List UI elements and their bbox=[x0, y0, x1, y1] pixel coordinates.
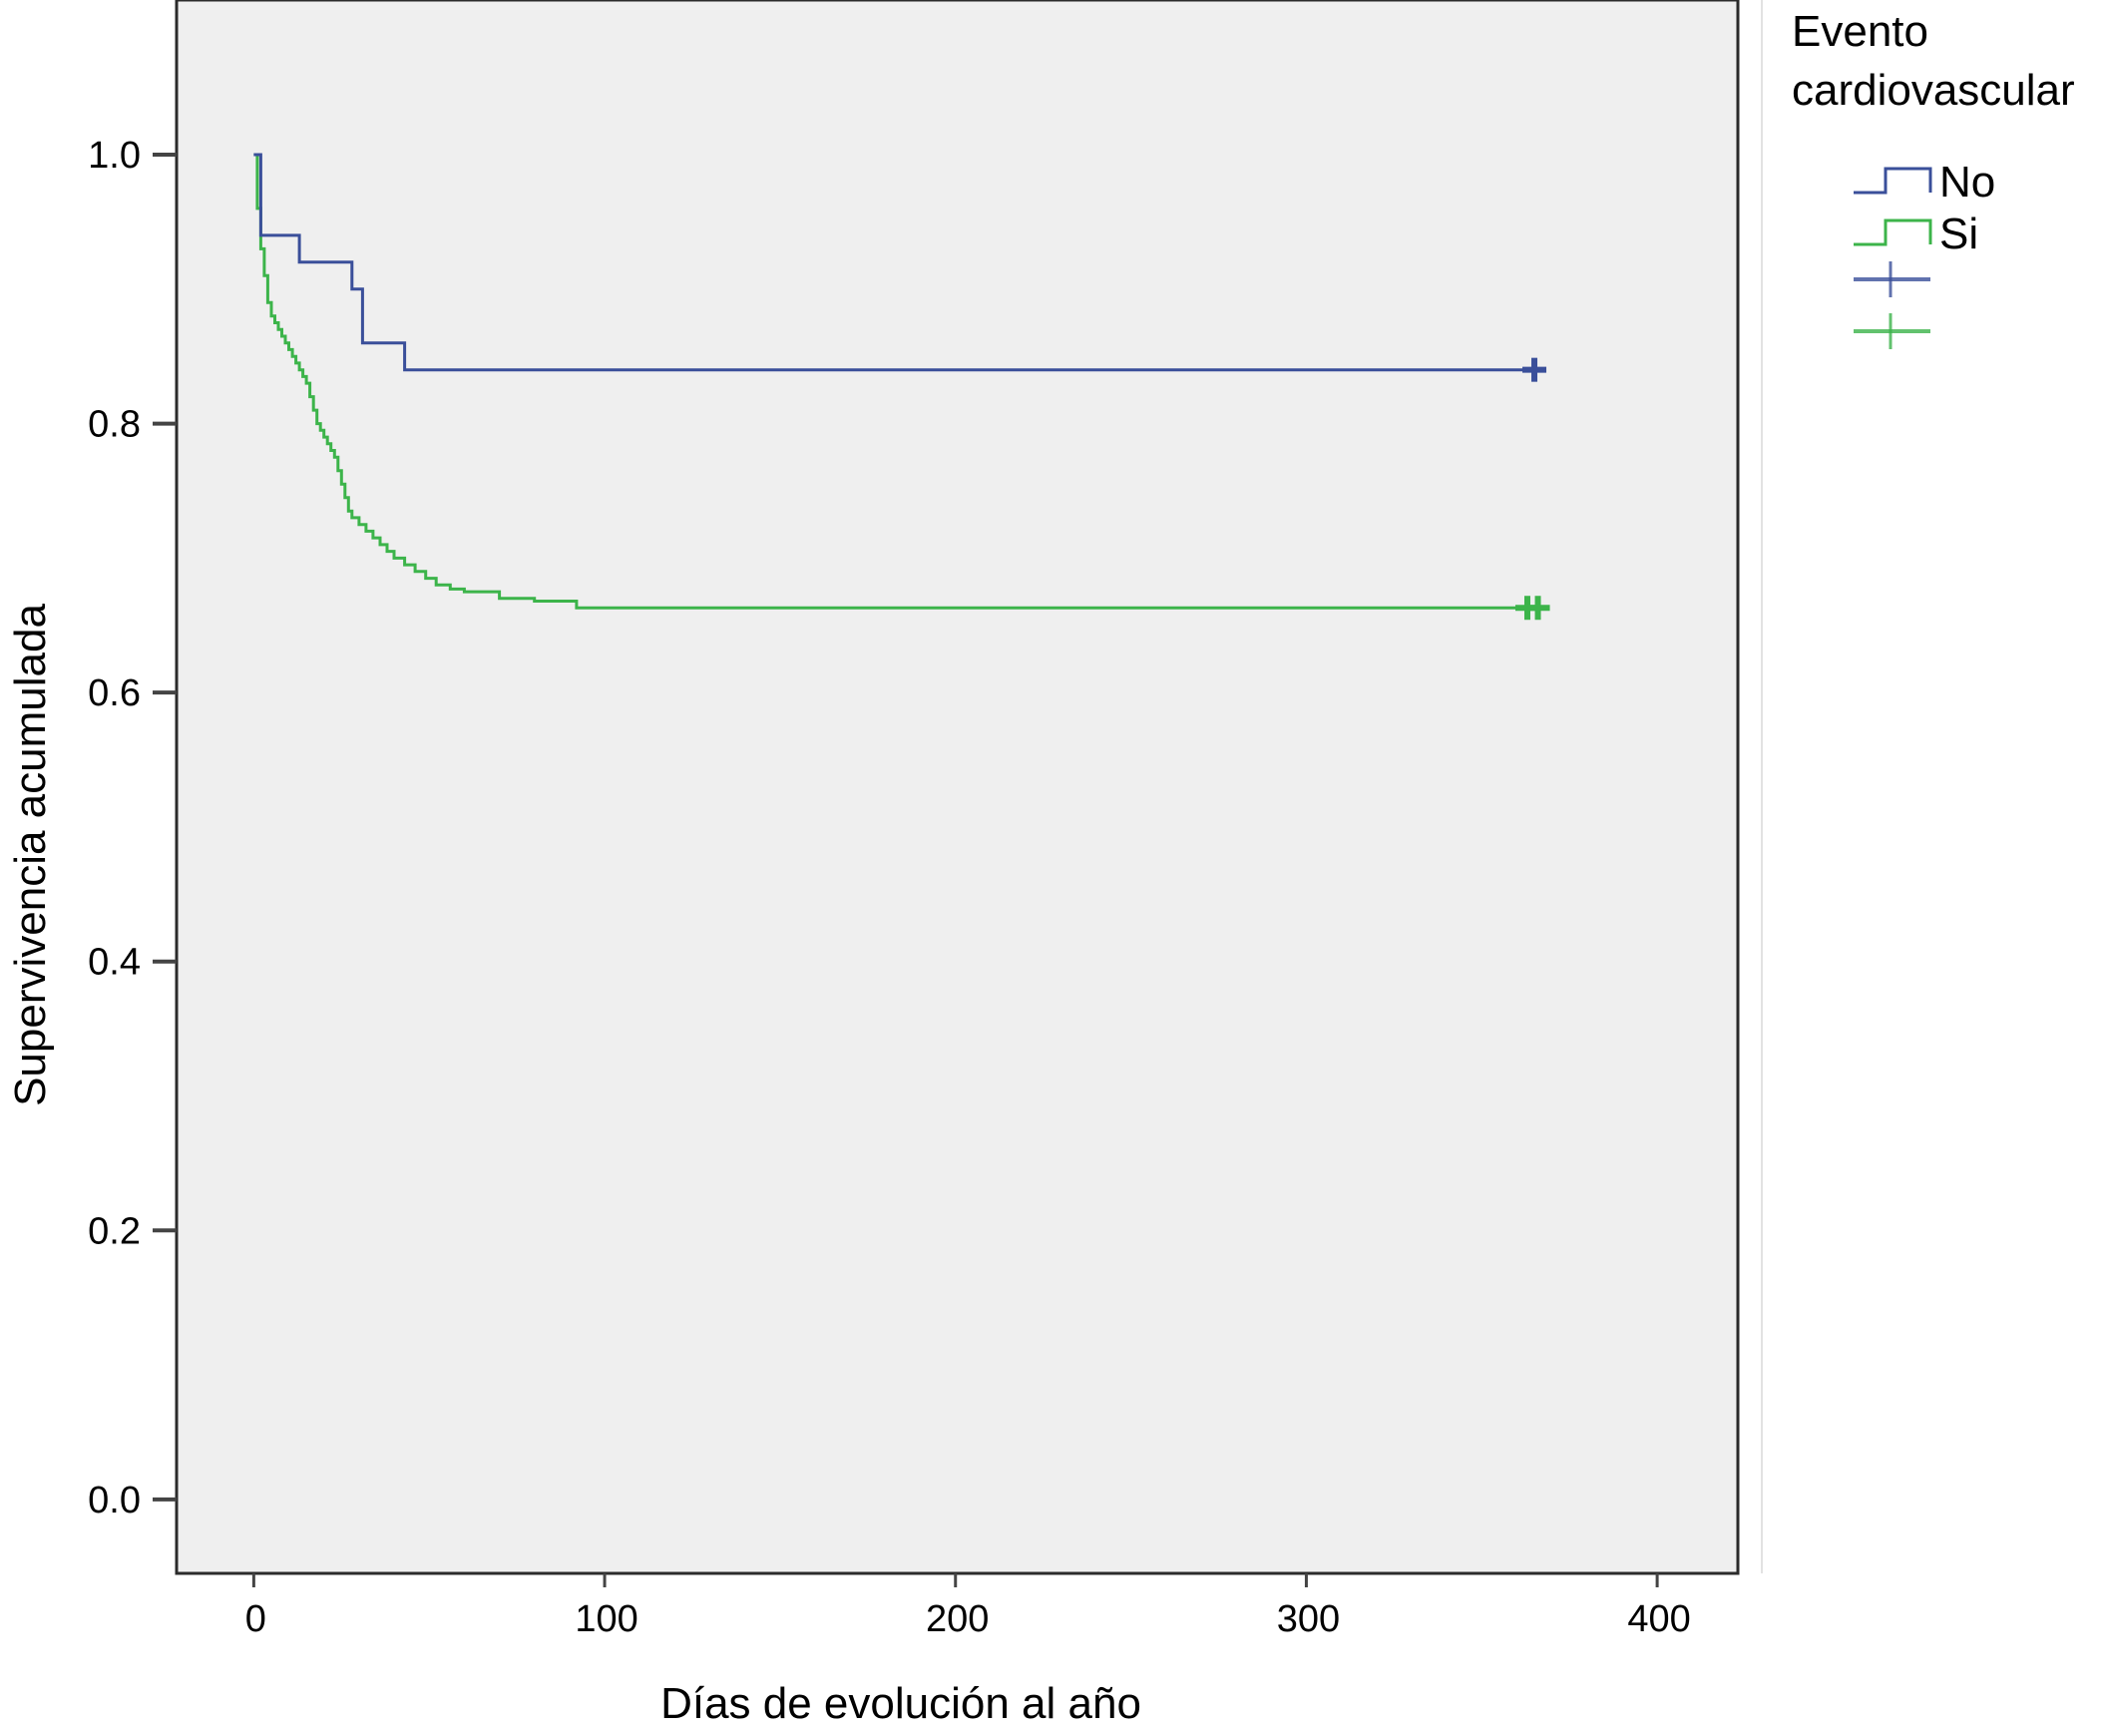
plot-area bbox=[175, 0, 1740, 1575]
y-tick-label: 0.4 bbox=[88, 942, 141, 984]
legend-title-line-1: Evento bbox=[1792, 7, 1928, 56]
y-axis: 0.0 0.2 0.4 0.6 0.8 1.0 bbox=[88, 135, 177, 1521]
x-axis: 0 100 200 300 400 bbox=[245, 1573, 1691, 1640]
x-axis-title: Días de evolución al año bbox=[660, 1679, 1141, 1728]
x-tick-label: 0 bbox=[245, 1598, 266, 1640]
legend-symbol-no bbox=[1854, 167, 1932, 195]
y-tick-label: 1.0 bbox=[88, 135, 141, 177]
y-tick-label: 0.6 bbox=[88, 672, 141, 714]
series-layer bbox=[253, 153, 1550, 621]
x-tick-label: 100 bbox=[575, 1598, 637, 1640]
survival-curve-no bbox=[253, 153, 1534, 372]
legend-label-no: No bbox=[1939, 158, 1995, 207]
legend-label-si: Si bbox=[1939, 210, 1978, 258]
x-tick-label: 300 bbox=[1277, 1598, 1340, 1640]
survival-curve-si bbox=[253, 153, 1534, 610]
x-tick-label: 400 bbox=[1627, 1598, 1690, 1640]
y-tick-label: 0.2 bbox=[88, 1210, 141, 1252]
y-tick-label: 0.0 bbox=[88, 1480, 141, 1521]
y-axis-title: Supervivencia acumulada bbox=[6, 604, 55, 1106]
legend-symbol-si bbox=[1854, 218, 1932, 246]
x-tick-label: 200 bbox=[926, 1598, 989, 1640]
y-tick-label: 0.8 bbox=[88, 404, 141, 446]
legend-title-line-2: cardiovascular bbox=[1792, 66, 2075, 115]
